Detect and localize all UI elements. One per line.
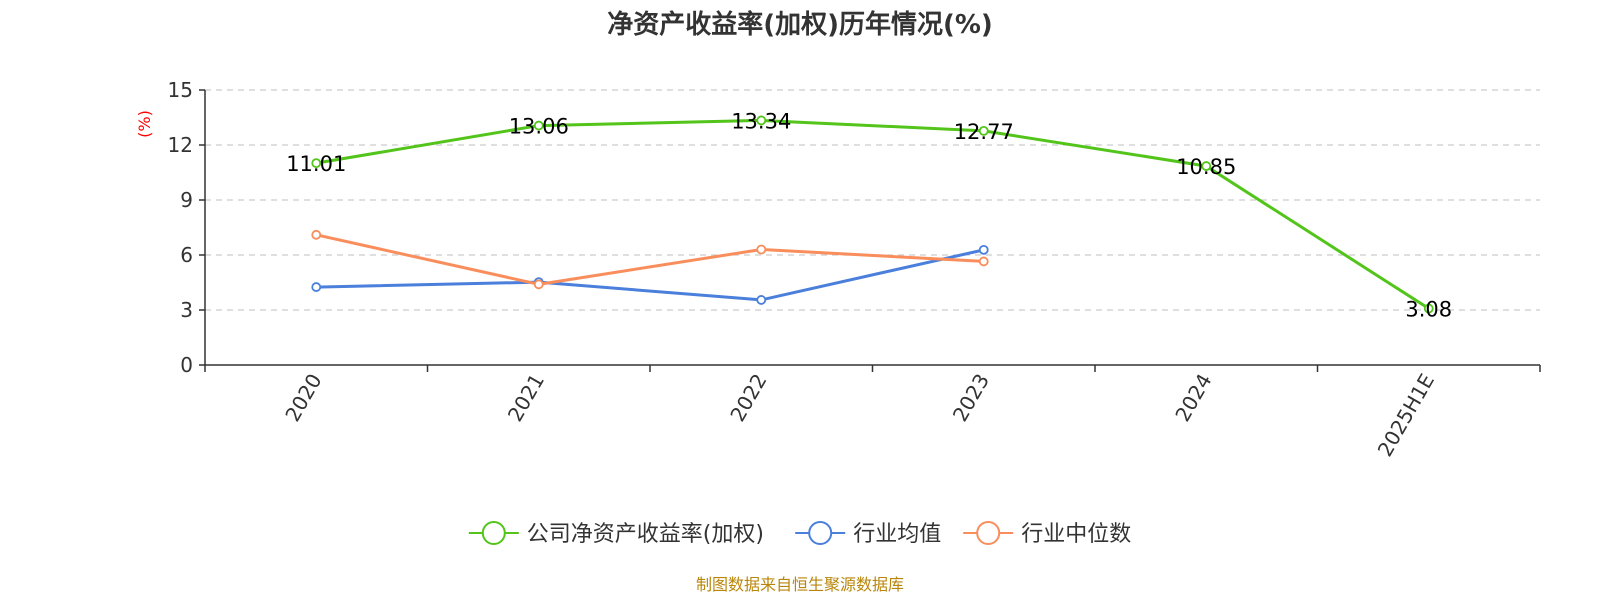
- data-point[interactable]: [978, 256, 989, 267]
- y-tick-label: 12: [168, 133, 193, 157]
- x-tick-label: 2025H1E: [1373, 370, 1439, 461]
- series-3: [311, 229, 989, 290]
- chart-title: 净资产收益率(加权)历年情况(%): [607, 9, 993, 40]
- y-tick-label: 6: [180, 243, 193, 267]
- legend-marker: [808, 521, 833, 545]
- data-point[interactable]: [311, 229, 322, 240]
- axes: 0 3 6 9 12 15 2020 2021 2022 2023 2024 2025H1E: [168, 78, 1541, 461]
- x-tick-label: 2021: [503, 370, 549, 426]
- legend[interactable]: 公司净资产收益率(加权) 行业均值 行业中位数: [468, 521, 1131, 547]
- series-layer: [311, 115, 1434, 314]
- y-tick-label: 15: [168, 78, 193, 102]
- data-labels: 11.01 13.06 13.34 12.77 10.85 3.08: [286, 109, 1452, 321]
- legend-item-3[interactable]: 行业中位数: [963, 521, 1131, 547]
- data-point[interactable]: [756, 295, 767, 305]
- data-label: 3.08: [1405, 298, 1452, 322]
- legend-label: 行业均值: [853, 522, 941, 547]
- data-point[interactable]: [978, 244, 989, 255]
- x-tick-label: 2020: [280, 370, 326, 426]
- legend-marker: [976, 521, 1001, 545]
- data-label: 13.34: [731, 109, 791, 133]
- y-tick-label: 0: [180, 353, 193, 377]
- series-line: [316, 118, 1430, 310]
- x-tick-label: 2022: [725, 370, 771, 426]
- data-label: 12.77: [954, 120, 1014, 144]
- data-label: 13.06: [509, 115, 569, 139]
- x-tick-label: 2023: [948, 370, 994, 426]
- data-point[interactable]: [533, 120, 544, 131]
- legend-item-2[interactable]: 行业均值: [795, 521, 941, 547]
- legend-label: 公司净资产收益率(加权): [527, 522, 764, 547]
- data-label: 10.85: [1176, 155, 1236, 179]
- data-point[interactable]: [756, 244, 767, 255]
- y-axis-label: (%): [135, 110, 154, 138]
- series-line: [316, 248, 985, 302]
- legend-item-1[interactable]: 公司净资产收益率(加权): [468, 521, 764, 547]
- series-2: [311, 244, 989, 305]
- x-tick-label: 2024: [1170, 370, 1216, 426]
- data-point[interactable]: [1201, 161, 1212, 171]
- y-tick-label: 3: [180, 298, 193, 322]
- legend-label: 行业中位数: [1021, 522, 1131, 547]
- legend-marker: [481, 521, 506, 545]
- data-point[interactable]: [1423, 303, 1434, 314]
- data-label: 11.01: [286, 152, 346, 176]
- grid: [205, 89, 1540, 311]
- source-note: 制图数据来自恒生聚源数据库: [696, 575, 904, 594]
- series-1: [311, 115, 1434, 314]
- y-tick-label: 9: [180, 188, 193, 212]
- data-point[interactable]: [311, 158, 322, 169]
- data-point[interactable]: [533, 279, 544, 290]
- series-line: [315, 233, 984, 286]
- data-point[interactable]: [978, 125, 989, 136]
- data-point[interactable]: [756, 115, 767, 126]
- data-point[interactable]: [311, 282, 322, 292]
